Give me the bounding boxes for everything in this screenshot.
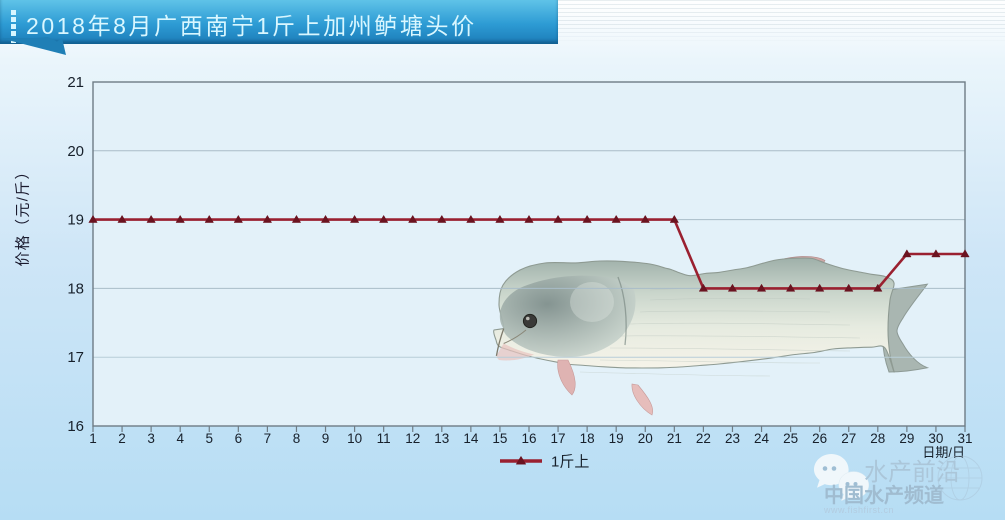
svg-text:25: 25	[783, 431, 798, 446]
svg-text:9: 9	[322, 431, 330, 446]
svg-text:17: 17	[551, 431, 566, 446]
svg-text:21: 21	[667, 431, 682, 446]
svg-text:www.fishfirst.cn: www.fishfirst.cn	[823, 505, 894, 515]
svg-text:26: 26	[812, 431, 827, 446]
svg-text:31: 31	[957, 431, 972, 446]
svg-text:14: 14	[463, 431, 479, 446]
svg-text:27: 27	[841, 431, 856, 446]
svg-text:4: 4	[176, 431, 184, 446]
svg-text:28: 28	[870, 431, 885, 446]
svg-text:18: 18	[580, 431, 595, 446]
svg-text:10: 10	[347, 431, 362, 446]
svg-text:2: 2	[118, 431, 126, 446]
svg-text:24: 24	[754, 431, 770, 446]
svg-text:22: 22	[696, 431, 711, 446]
svg-text:3: 3	[147, 431, 155, 446]
svg-text:20: 20	[67, 143, 84, 160]
svg-text:20: 20	[638, 431, 653, 446]
svg-text:29: 29	[899, 431, 914, 446]
svg-text:15: 15	[492, 431, 507, 446]
svg-text:16: 16	[67, 418, 84, 435]
svg-text:12: 12	[405, 431, 420, 446]
svg-text:21: 21	[67, 74, 84, 91]
svg-text:5: 5	[206, 431, 214, 446]
svg-text:19: 19	[609, 431, 624, 446]
svg-text:8: 8	[293, 431, 301, 446]
svg-text:17: 17	[67, 349, 84, 366]
svg-text:1: 1	[89, 431, 97, 446]
svg-text:水产前沿: 水产前沿	[864, 459, 960, 486]
svg-text:23: 23	[725, 431, 740, 446]
svg-text:中国水产频道: 中国水产频道	[824, 483, 944, 507]
svg-text:19: 19	[67, 212, 84, 229]
svg-text:30: 30	[928, 431, 943, 446]
svg-text:1斤上: 1斤上	[551, 454, 589, 471]
svg-text:7: 7	[264, 431, 272, 446]
svg-text:11: 11	[377, 431, 391, 446]
svg-text:6: 6	[235, 431, 243, 446]
svg-text:18: 18	[67, 280, 84, 297]
svg-text:13: 13	[434, 431, 449, 446]
svg-text:16: 16	[521, 431, 536, 446]
